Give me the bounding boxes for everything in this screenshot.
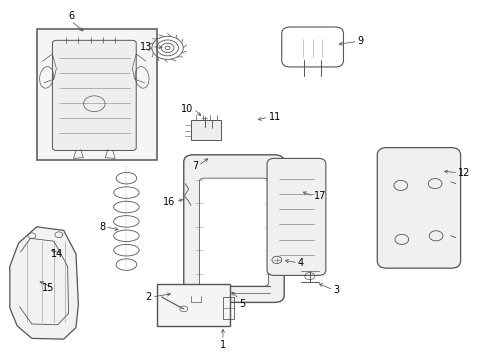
FancyBboxPatch shape: [199, 178, 269, 286]
Text: 13: 13: [140, 42, 152, 52]
FancyBboxPatch shape: [52, 40, 136, 150]
Text: 10: 10: [181, 104, 194, 114]
Bar: [37, 29, 157, 160]
Text: 15: 15: [42, 283, 54, 293]
Text: 9: 9: [358, 36, 364, 46]
Text: 12: 12: [458, 168, 470, 178]
Text: 14: 14: [50, 249, 63, 259]
FancyBboxPatch shape: [377, 148, 461, 268]
Text: 11: 11: [269, 112, 281, 122]
Text: 4: 4: [298, 258, 304, 268]
Text: 16: 16: [163, 197, 175, 207]
Bar: [157, 284, 230, 326]
Text: 6: 6: [68, 11, 74, 21]
FancyBboxPatch shape: [267, 158, 326, 275]
Text: 1: 1: [220, 340, 226, 350]
Bar: [223, 297, 234, 319]
Text: 17: 17: [314, 191, 326, 201]
Text: 2: 2: [146, 292, 152, 302]
FancyBboxPatch shape: [184, 155, 284, 302]
Bar: [191, 120, 220, 140]
Text: 5: 5: [239, 299, 245, 309]
Text: 8: 8: [99, 222, 105, 232]
Polygon shape: [10, 227, 78, 339]
Text: 3: 3: [333, 285, 339, 295]
Text: 7: 7: [192, 161, 198, 171]
